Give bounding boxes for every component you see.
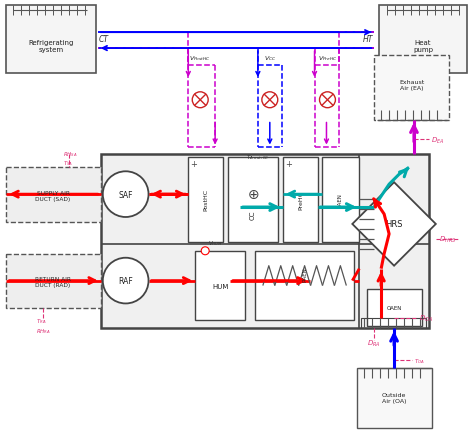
Text: OAEN: OAEN	[386, 305, 402, 310]
Circle shape	[201, 247, 209, 255]
Text: $\oplus$: $\oplus$	[247, 188, 259, 202]
Bar	[379, 7, 466, 74]
Bar	[283, 158, 318, 242]
Text: HUM: HUM	[212, 283, 228, 289]
Text: RAEN: RAEN	[302, 266, 307, 281]
Bar	[6, 7, 96, 74]
Text: HT: HT	[363, 35, 373, 43]
Text: SUPPLY AIR
DUCT (SAD): SUPPLY AIR DUCT (SAD)	[36, 190, 71, 201]
Bar	[361, 319, 426, 329]
Text: $V_{HUM}$: $V_{HUM}$	[208, 238, 223, 247]
Bar	[367, 289, 422, 326]
Text: $V_{PostHC}$: $V_{PostHC}$	[189, 54, 211, 63]
Bar	[255, 251, 354, 321]
Text: Refrigerating
system: Refrigerating system	[28, 39, 74, 53]
Text: Heat
pump: Heat pump	[413, 39, 433, 53]
Text: CT: CT	[99, 35, 109, 43]
Text: $T_{A,out,CC}$: $T_{A,out,CC}$	[246, 154, 270, 162]
Text: SAEN: SAEN	[338, 192, 343, 207]
Text: RAF: RAF	[118, 276, 133, 286]
Text: +: +	[190, 160, 197, 169]
Bar	[357, 368, 432, 427]
Circle shape	[319, 92, 336, 108]
Text: Exhaust
Air (EA): Exhaust Air (EA)	[399, 80, 425, 91]
Text: $T_{RA}$: $T_{RA}$	[36, 316, 46, 325]
Text: $D_{RA}$: $D_{RA}$	[367, 339, 381, 349]
Circle shape	[103, 172, 148, 217]
Text: $T_{OA}$: $T_{OA}$	[414, 356, 425, 365]
Bar	[374, 56, 449, 120]
Text: PreHC: PreHC	[298, 190, 303, 209]
Text: Outside
Air (OA): Outside Air (OA)	[382, 392, 406, 403]
Circle shape	[192, 92, 208, 108]
Bar	[6, 168, 101, 223]
Bar	[6, 254, 101, 309]
Text: RETURN AIR
DUCT (RAD): RETURN AIR DUCT (RAD)	[35, 276, 71, 287]
Text: $RH_{RA}$: $RH_{RA}$	[36, 326, 51, 335]
Bar	[188, 158, 223, 242]
Text: $T_{SA}$: $T_{SA}$	[63, 158, 73, 168]
Text: SAF: SAF	[118, 190, 133, 199]
Text: $D_{EA}$: $D_{EA}$	[431, 135, 444, 145]
Bar	[321, 158, 359, 242]
Text: $RH_{SA}$: $RH_{SA}$	[63, 150, 78, 158]
Text: HRS: HRS	[385, 220, 403, 229]
Text: +: +	[285, 160, 292, 169]
Text: PostHC: PostHC	[204, 189, 209, 210]
Circle shape	[103, 258, 148, 304]
Bar	[101, 155, 429, 329]
Text: $D_{OA}$: $D_{OA}$	[419, 313, 433, 324]
Text: $V_{PreHC}$: $V_{PreHC}$	[318, 54, 337, 63]
Polygon shape	[352, 183, 436, 266]
Bar	[195, 251, 245, 321]
Text: $D_{HRS}$: $D_{HRS}$	[439, 234, 456, 244]
Circle shape	[262, 92, 278, 108]
Text: CC: CC	[250, 210, 256, 219]
Text: $V_{CC}$: $V_{CC}$	[264, 54, 276, 63]
Bar	[228, 158, 278, 242]
